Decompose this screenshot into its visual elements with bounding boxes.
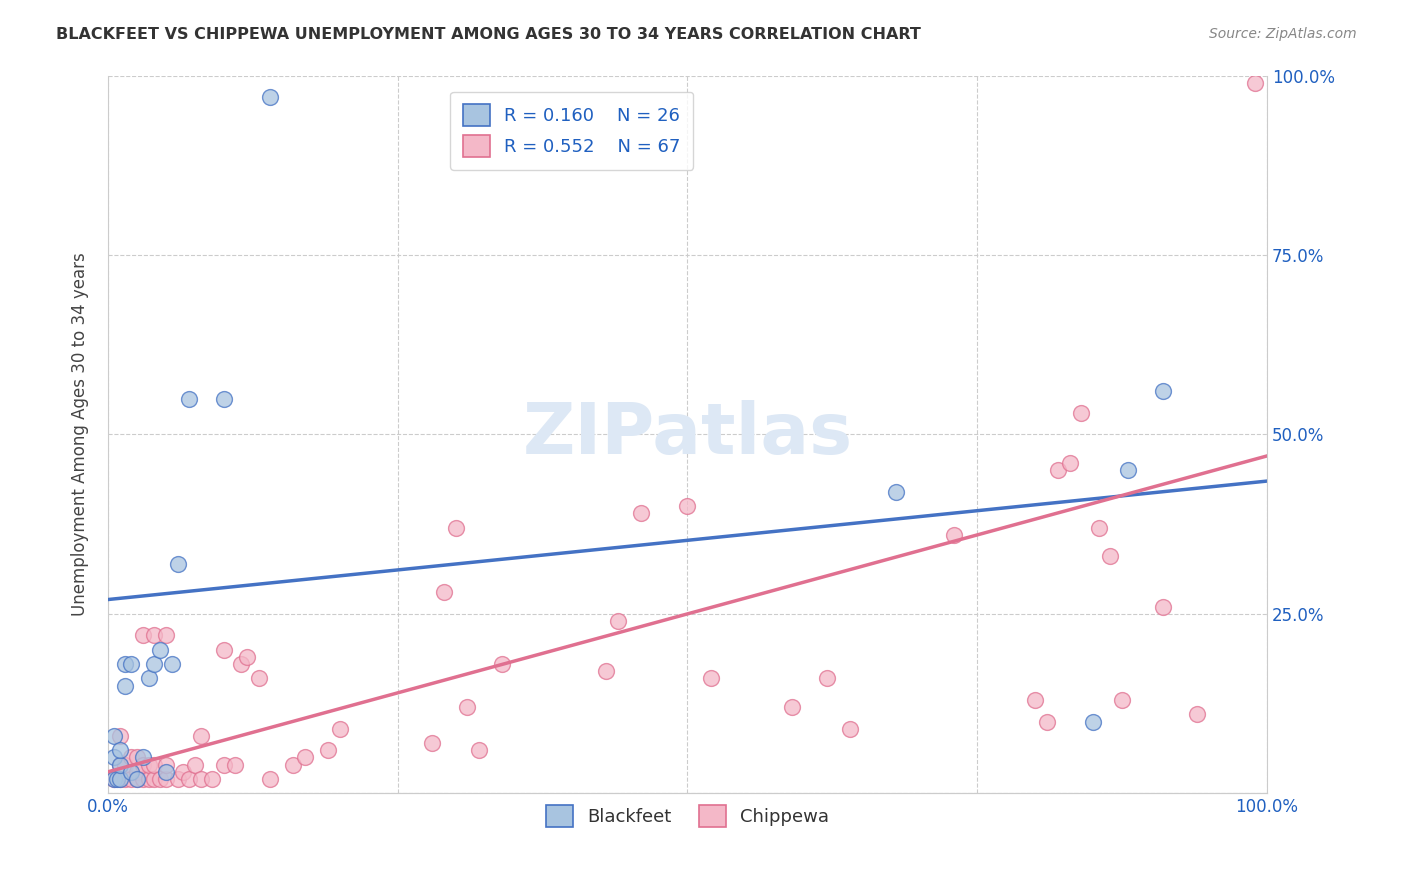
Point bbox=[108, 729, 131, 743]
Point bbox=[125, 772, 148, 786]
Point bbox=[943, 528, 966, 542]
Point bbox=[143, 657, 166, 672]
Point bbox=[166, 772, 188, 786]
Point bbox=[166, 557, 188, 571]
Point bbox=[259, 90, 281, 104]
Point bbox=[1187, 707, 1209, 722]
Point bbox=[138, 757, 160, 772]
Point bbox=[108, 772, 131, 786]
Point bbox=[259, 772, 281, 786]
Point bbox=[780, 700, 803, 714]
Point bbox=[433, 585, 456, 599]
Point bbox=[1059, 456, 1081, 470]
Point bbox=[120, 750, 142, 764]
Point bbox=[212, 757, 235, 772]
Point bbox=[120, 764, 142, 779]
Point bbox=[105, 772, 128, 786]
Point bbox=[1152, 384, 1174, 399]
Point bbox=[179, 392, 201, 406]
Point bbox=[212, 392, 235, 406]
Point bbox=[160, 657, 183, 672]
Point bbox=[114, 679, 136, 693]
Point bbox=[184, 757, 207, 772]
Point bbox=[422, 736, 444, 750]
Text: BLACKFEET VS CHIPPEWA UNEMPLOYMENT AMONG AGES 30 TO 34 YEARS CORRELATION CHART: BLACKFEET VS CHIPPEWA UNEMPLOYMENT AMONG… bbox=[56, 27, 921, 42]
Point bbox=[103, 772, 125, 786]
Point bbox=[155, 772, 177, 786]
Point bbox=[103, 772, 125, 786]
Point bbox=[1099, 549, 1122, 564]
Point bbox=[606, 614, 628, 628]
Point bbox=[1047, 463, 1070, 477]
Point bbox=[329, 722, 352, 736]
Point bbox=[1111, 693, 1133, 707]
Point bbox=[224, 757, 246, 772]
Point bbox=[1152, 599, 1174, 614]
Point bbox=[143, 757, 166, 772]
Point bbox=[120, 772, 142, 786]
Point bbox=[155, 757, 177, 772]
Point bbox=[444, 521, 467, 535]
Point bbox=[103, 750, 125, 764]
Point bbox=[149, 642, 172, 657]
Point bbox=[114, 772, 136, 786]
Point bbox=[1081, 714, 1104, 729]
Point bbox=[884, 484, 907, 499]
Point bbox=[108, 757, 131, 772]
Point bbox=[179, 772, 201, 786]
Text: ZIPatlas: ZIPatlas bbox=[523, 400, 852, 469]
Point bbox=[676, 500, 699, 514]
Point bbox=[155, 628, 177, 642]
Point bbox=[201, 772, 224, 786]
Point bbox=[108, 772, 131, 786]
Legend: Blackfeet, Chippewa: Blackfeet, Chippewa bbox=[538, 798, 837, 835]
Point bbox=[138, 672, 160, 686]
Point bbox=[143, 772, 166, 786]
Point bbox=[132, 628, 155, 642]
Point bbox=[1116, 463, 1139, 477]
Point bbox=[1024, 693, 1046, 707]
Point bbox=[103, 729, 125, 743]
Point bbox=[1035, 714, 1057, 729]
Point bbox=[630, 507, 652, 521]
Point bbox=[114, 757, 136, 772]
Point bbox=[468, 743, 491, 757]
Point bbox=[190, 729, 212, 743]
Point bbox=[125, 750, 148, 764]
Point bbox=[283, 757, 305, 772]
Point bbox=[132, 772, 155, 786]
Point bbox=[1070, 406, 1092, 420]
Point bbox=[138, 772, 160, 786]
Point bbox=[149, 772, 172, 786]
Point bbox=[236, 650, 259, 665]
Point bbox=[108, 743, 131, 757]
Point bbox=[212, 642, 235, 657]
Point bbox=[172, 764, 194, 779]
Point bbox=[815, 672, 838, 686]
Point bbox=[1088, 521, 1111, 535]
Point bbox=[231, 657, 253, 672]
Point bbox=[114, 657, 136, 672]
Point bbox=[294, 750, 316, 764]
Point bbox=[595, 665, 617, 679]
Point bbox=[1244, 76, 1267, 90]
Point bbox=[108, 757, 131, 772]
Point bbox=[120, 657, 142, 672]
Point bbox=[125, 764, 148, 779]
Text: Source: ZipAtlas.com: Source: ZipAtlas.com bbox=[1209, 27, 1357, 41]
Point bbox=[247, 672, 270, 686]
Point bbox=[132, 757, 155, 772]
Y-axis label: Unemployment Among Ages 30 to 34 years: Unemployment Among Ages 30 to 34 years bbox=[72, 252, 89, 616]
Point bbox=[456, 700, 478, 714]
Point bbox=[491, 657, 513, 672]
Point bbox=[838, 722, 860, 736]
Point bbox=[699, 672, 721, 686]
Point bbox=[125, 772, 148, 786]
Point bbox=[316, 743, 339, 757]
Point bbox=[190, 772, 212, 786]
Point bbox=[132, 750, 155, 764]
Point bbox=[143, 628, 166, 642]
Point bbox=[155, 764, 177, 779]
